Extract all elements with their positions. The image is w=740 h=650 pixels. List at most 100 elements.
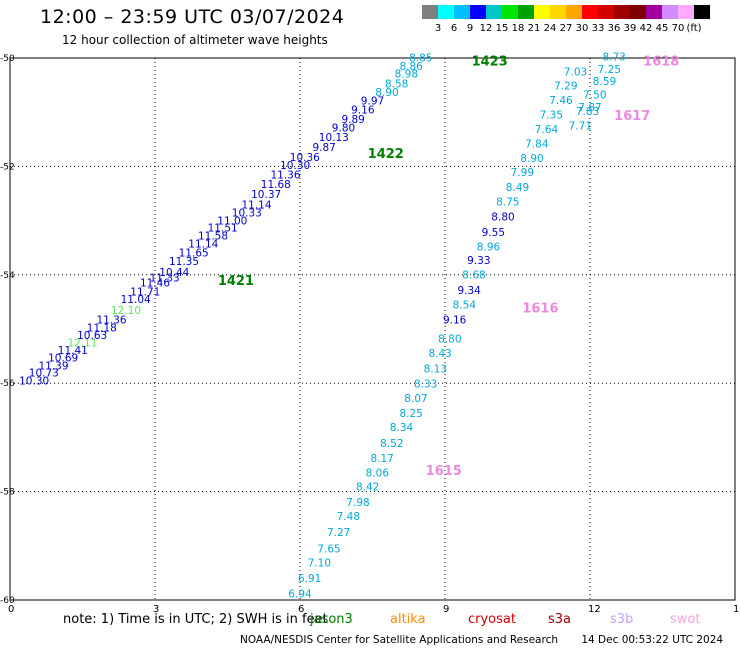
pass-label: 1422 [368,147,404,162]
satellite-swot: swot [670,612,701,627]
data-label: 8.07 [404,393,427,405]
scale-swatch [630,5,646,19]
data-label: 11.36 [270,169,300,181]
scale-swatch [614,5,630,19]
data-label: 11.33 [150,272,180,284]
scale-label: 45 [655,23,669,34]
scale-swatch [598,5,614,19]
data-label: 11.46 [140,278,170,290]
data-label: 10.63 [77,330,107,342]
data-label: 8.06 [366,467,390,479]
data-label: 10.30 [280,160,310,172]
scale-label: 9 [466,23,474,34]
data-label: 8.98 [395,69,418,81]
data-label: 11.04 [121,294,151,306]
data-label: 7.84 [525,138,549,150]
data-label: 7.64 [535,124,559,136]
scale-label: 39 [623,23,637,34]
x-tick-label: 9 [443,604,449,615]
data-label: 6.91 [298,573,321,585]
scale-label: 3 [434,23,442,34]
data-label: 11.71 [130,286,160,298]
data-label: 8.90 [375,87,398,99]
scale-label: (ft) [686,23,702,34]
scale-label: 6 [450,23,458,34]
scale-swatch [694,5,710,19]
y-tick-label: -56 [0,379,15,389]
data-label: 10.37 [251,189,281,201]
data-label: 9.16 [443,315,467,327]
data-label: 8.42 [356,482,379,494]
data-label: 8.90 [520,153,543,165]
data-label: 11.58 [198,231,228,243]
data-label: 11.14 [188,239,218,251]
y-tick-label: -50 [0,54,15,64]
data-label: 7.03 [564,66,587,78]
footer-note: note: 1) Time is in UTC; 2) SWH is in fe… [63,612,328,627]
data-label: 7.87 [578,102,601,114]
y-tick-label: -54 [0,271,15,281]
pass-label: 1618 [643,55,679,70]
pass-label: 1617 [614,109,650,124]
pass-label: 1423 [472,55,508,70]
y-tick-label: -58 [0,488,15,498]
y-tick-label: -52 [0,162,15,172]
data-label: 7.46 [549,95,573,107]
data-label: 8.13 [424,363,447,375]
data-label: 8.33 [414,379,437,391]
scale-label: 15 [495,23,509,34]
credit-text: NOAA/NESDIS Center for Satellite Applica… [240,634,558,646]
pass-label: 1421 [218,274,254,289]
data-label: 9.55 [482,227,505,239]
scale-label: 18 [511,23,525,34]
data-label: 8.75 [496,196,519,208]
scale-swatch [470,5,486,19]
data-label: 8.34 [390,422,414,434]
data-label: 8.52 [380,438,403,450]
data-label: 11.35 [169,256,199,268]
x-tick-label: 15 [733,604,740,615]
data-label: 8.58 [385,78,408,90]
scale-swatch [534,5,550,19]
data-label: 7.25 [598,64,621,76]
data-label: 7.35 [540,110,563,122]
chart-subtitle: 12 hour collection of altimeter wave hei… [62,33,328,47]
satellite-cryosat: cryosat [468,612,516,627]
satellite-s3b: s3b [610,612,634,627]
scale-swatch [502,5,518,19]
data-label: 12.10 [111,305,141,317]
data-label: 11.68 [261,179,291,191]
scale-label: 24 [543,23,557,34]
data-label: 7.29 [554,80,577,92]
data-label: 8.86 [399,61,423,73]
data-label: 10.13 [319,132,349,144]
scale-swatch [422,5,438,19]
data-label: 8.59 [593,76,616,88]
data-label: 10.73 [29,368,59,380]
data-label: 10.30 [19,375,49,387]
x-tick-label: 12 [588,604,601,615]
scale-swatch [646,5,662,19]
pass-label: 1616 [522,301,558,316]
data-label: 10.44 [159,267,189,279]
data-label: 8.85 [409,52,432,64]
data-label: 11.41 [58,345,88,357]
data-label: 11.14 [241,200,271,212]
satellite-s3a: s3a [548,612,572,627]
scale-swatch [454,5,470,19]
plot-frame [9,57,736,601]
scale-label: 36 [607,23,621,34]
data-label: 11.36 [96,315,126,327]
data-label: 6.94 [288,588,312,600]
data-label: 8.54 [453,299,477,311]
data-label: 11.39 [38,361,68,373]
scale-label: 30 [575,23,589,34]
data-label: 9.89 [341,114,364,126]
data-label: 8.73 [602,52,625,64]
footer-credit: NOAA/NESDIS Center for Satellite Applica… [240,634,723,646]
data-label: 8.68 [462,270,485,282]
data-label: 7.71 [569,121,592,133]
data-label: 11.51 [208,222,238,234]
data-label: 8.25 [399,408,422,420]
